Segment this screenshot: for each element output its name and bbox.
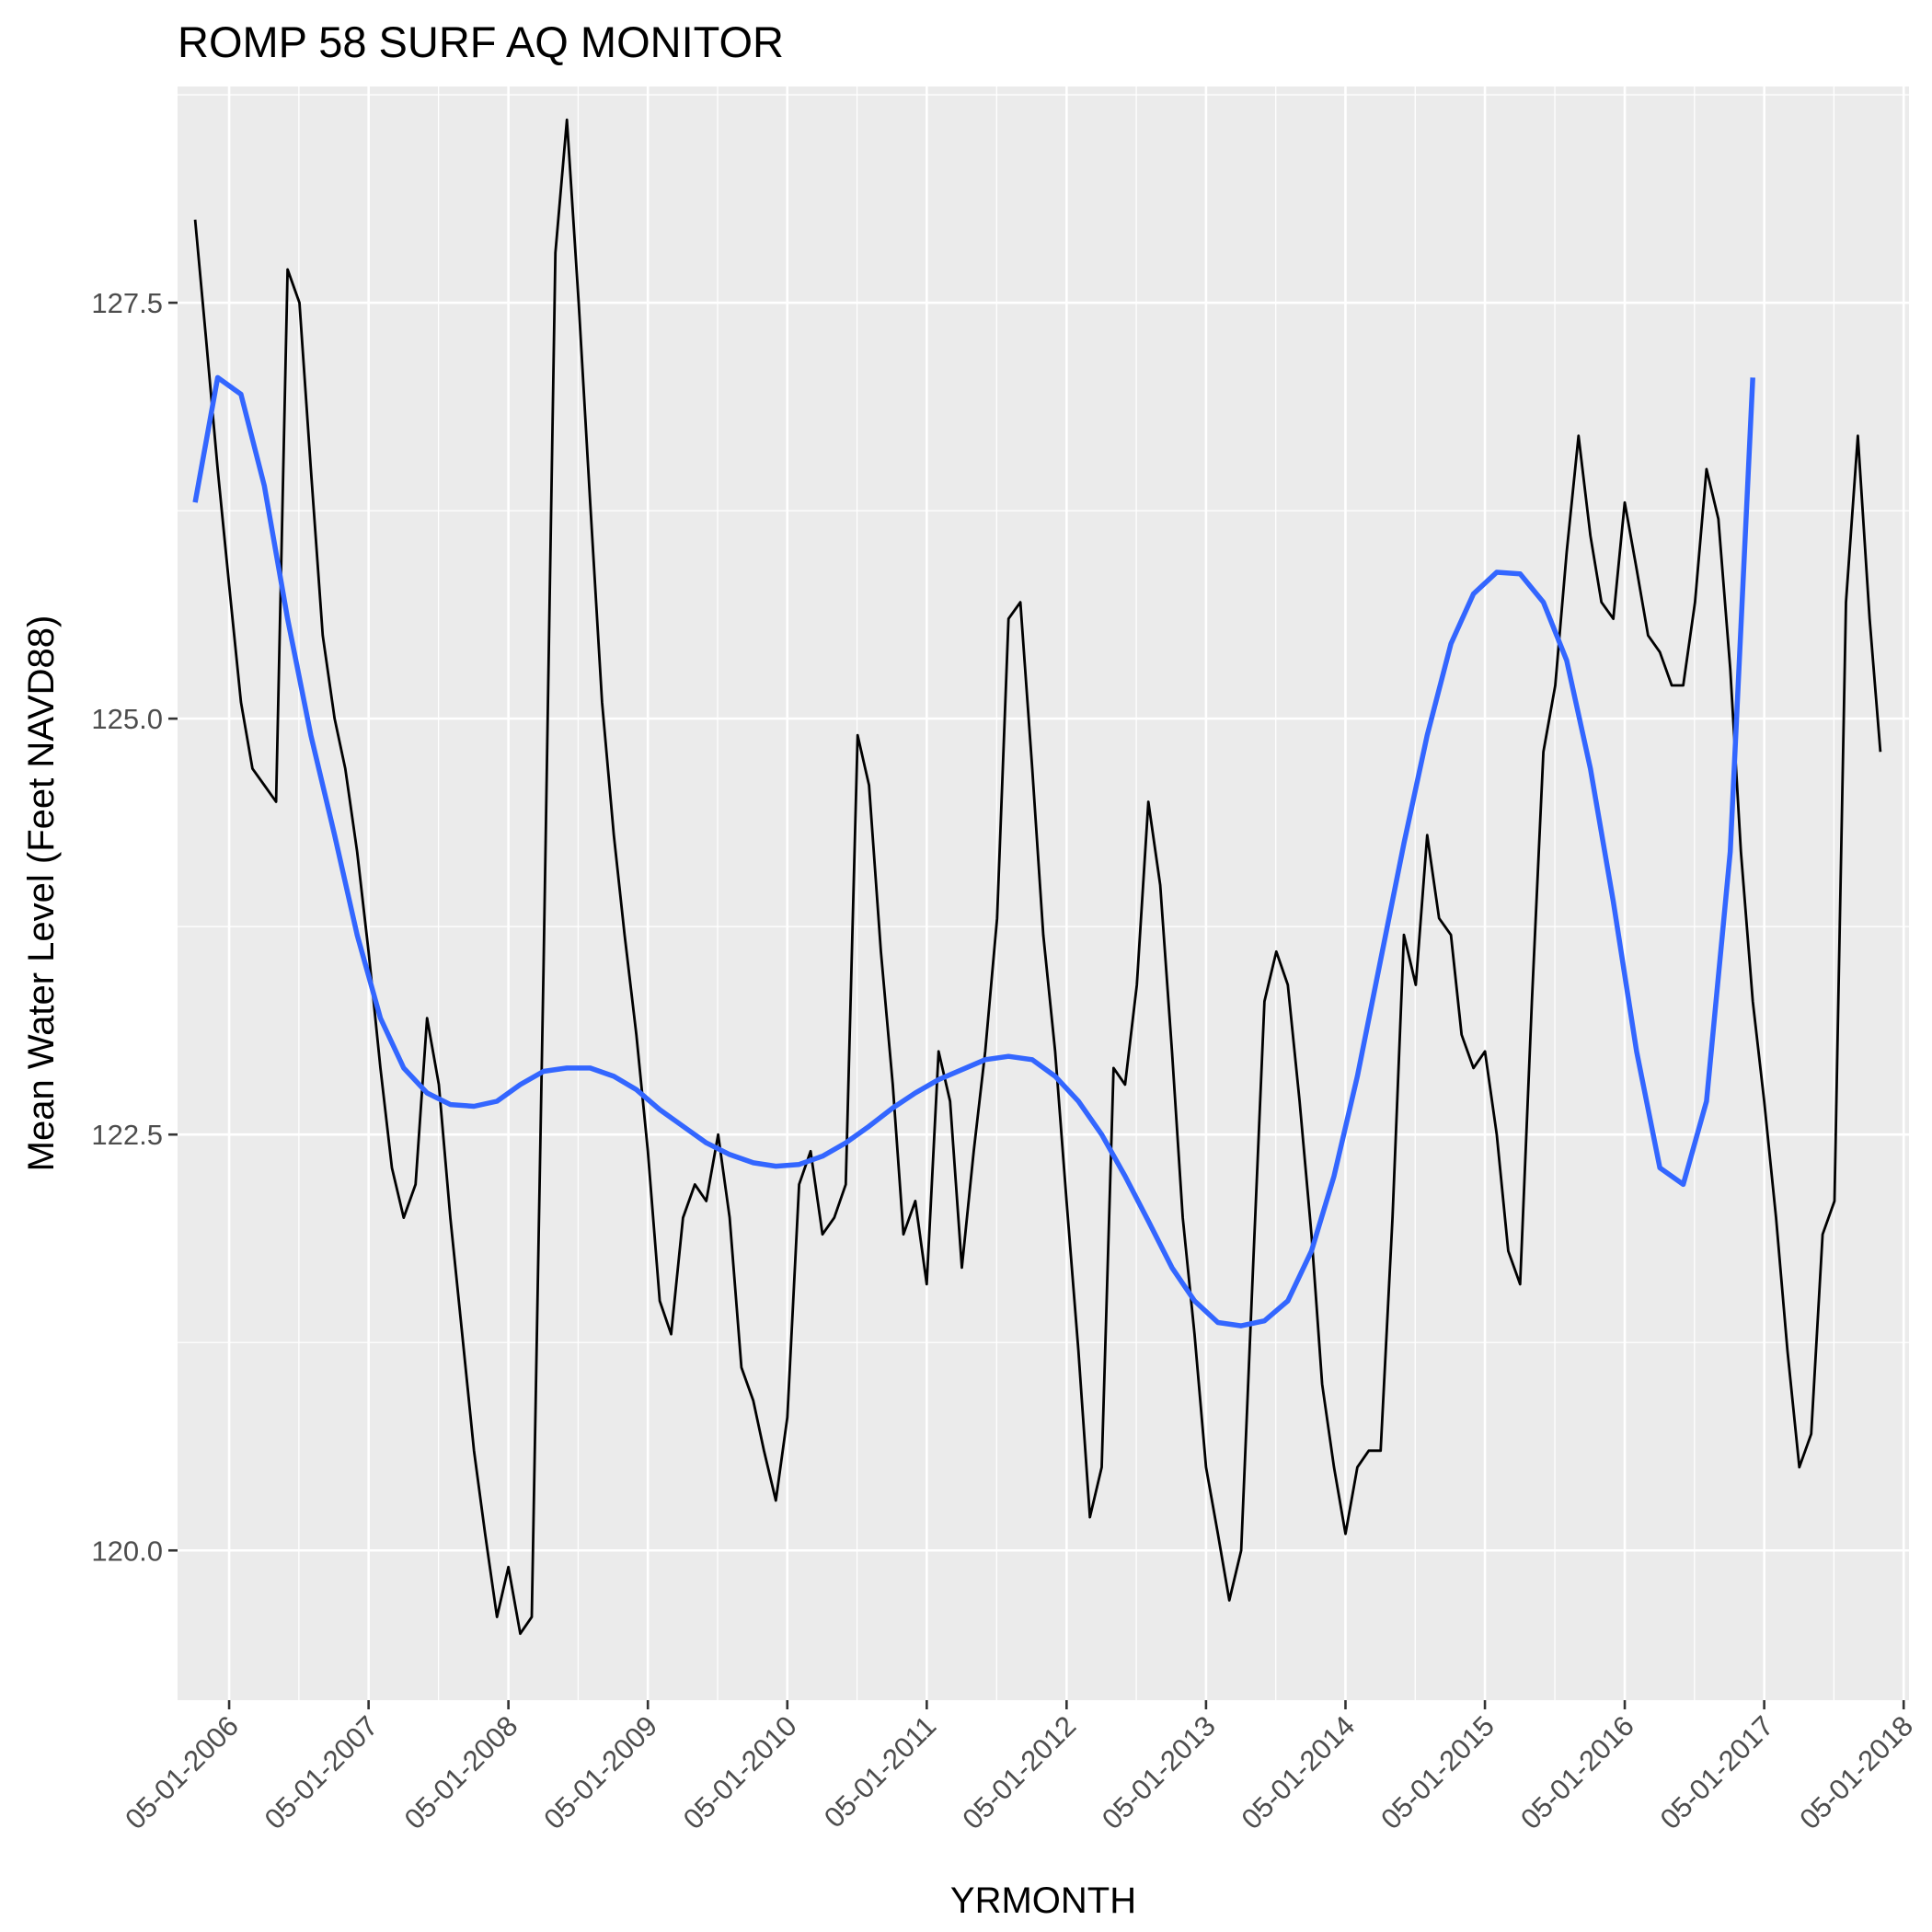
y-axis: 120.0 122.5 125.0 127.5 (91, 287, 178, 1567)
plot-panel (178, 86, 1909, 1700)
y-tick-label: 120.0 (91, 1535, 163, 1567)
smoothed-trend-line (192, 374, 1755, 1328)
y-tick-label: 122.5 (91, 1119, 163, 1151)
y-tick-label: 127.5 (91, 287, 163, 319)
minor-gridlines (178, 86, 1909, 1700)
major-gridlines (178, 86, 1909, 1700)
y-tick-label: 125.0 (91, 703, 163, 735)
y-axis-title: Mean Water Level (Feet NAVD88) (21, 615, 62, 1172)
series-layer (192, 118, 1882, 1636)
chart-title: ROMP 58 SURF AQ MONITOR (178, 17, 784, 66)
observed-water-level-line (193, 118, 1882, 1636)
x-axis-title: YRMONTH (950, 1880, 1136, 1921)
